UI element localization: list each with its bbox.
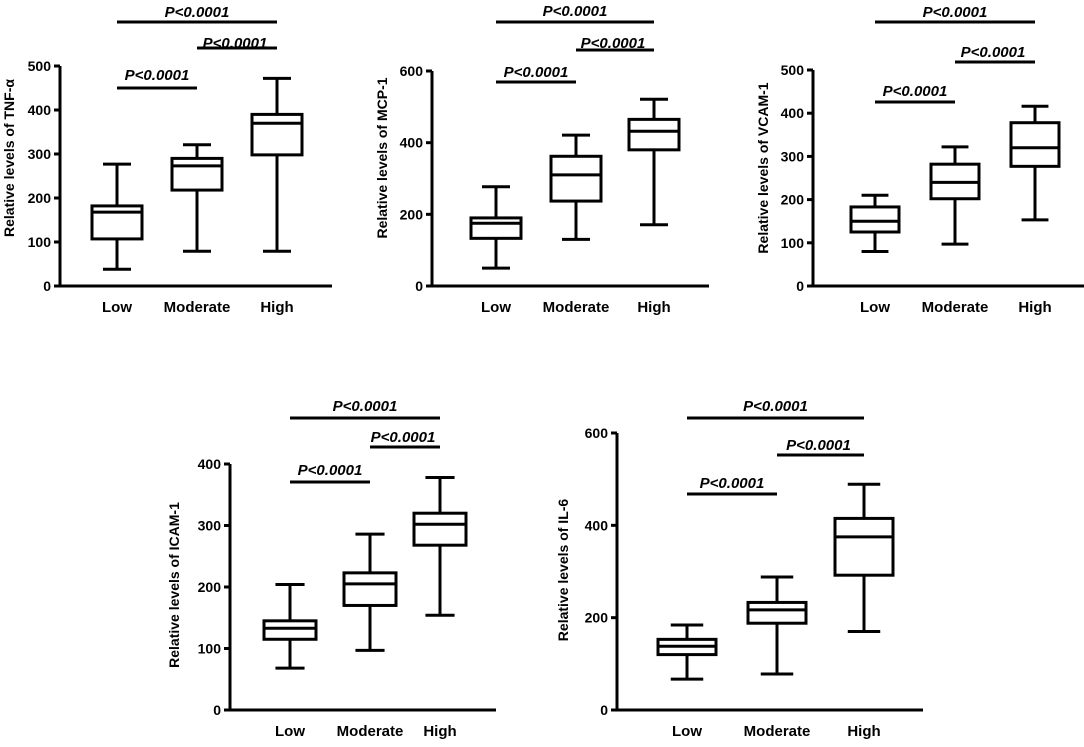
p-value-label: P<0.0001 — [504, 64, 569, 81]
p-value-label: P<0.0001 — [333, 398, 398, 415]
y-tick-label: 600 — [400, 63, 424, 79]
y-tick-label: 200 — [400, 206, 424, 222]
x-tick-label: Moderate — [744, 723, 811, 740]
x-tick-label: Low — [481, 299, 511, 316]
box-high — [412, 476, 468, 617]
y-axis-label: Relative levels of MCP-1 — [374, 77, 390, 238]
y-tick-label: 600 — [585, 425, 609, 441]
y-tick-label: 300 — [198, 518, 222, 534]
x-tick-label: High — [637, 299, 670, 316]
box-low — [849, 193, 901, 253]
box-high — [833, 482, 895, 634]
y-tick-label: 400 — [585, 517, 609, 533]
panel-il-6: Relative levels of IL-6 0 200 400 600 Low Mod… — [555, 398, 923, 740]
x-tick-label: High — [423, 723, 456, 740]
box-moderate — [342, 532, 398, 652]
x-tick-label: Low — [860, 299, 890, 316]
p-value-label: P<0.0001 — [298, 462, 363, 479]
y-tick-label: 500 — [28, 58, 52, 74]
box-moderate — [746, 575, 808, 676]
y-tick-label: 400 — [781, 105, 805, 121]
iqr-box — [262, 619, 318, 641]
y-tick-label: 0 — [213, 702, 221, 718]
y-tick-label: 400 — [28, 102, 52, 118]
box-high — [627, 97, 681, 227]
iqr-box — [849, 205, 901, 234]
p-value-label: P<0.0001 — [371, 429, 436, 446]
y-tick-label: 400 — [198, 456, 222, 472]
x-tick-label: High — [1018, 299, 1051, 316]
p-value-label: P<0.0001 — [165, 4, 230, 21]
x-tick-label: Moderate — [337, 723, 404, 740]
box-moderate — [170, 143, 224, 253]
iqr-box — [412, 511, 468, 547]
y-axis-label: Relative levels of VCAM-1 — [755, 82, 771, 253]
p-value-label: P<0.0001 — [743, 398, 808, 415]
p-value-label: P<0.0001 — [543, 3, 608, 20]
x-tick-label: High — [847, 723, 880, 740]
box-low — [262, 583, 318, 670]
p-value-label: P<0.0001 — [961, 44, 1026, 61]
y-axis-label: Relative levels of ICAM-1 — [166, 502, 182, 668]
y-tick-label: 0 — [600, 702, 608, 718]
iqr-box — [469, 216, 523, 240]
p-value-label: P<0.0001 — [883, 83, 948, 100]
y-tick-label: 300 — [28, 146, 52, 162]
x-tick-label: Low — [672, 723, 702, 740]
p-value-label: P<0.0001 — [700, 475, 765, 492]
x-tick-label: Low — [275, 723, 305, 740]
p-value-label: P<0.0001 — [786, 437, 851, 454]
y-tick-label: 0 — [415, 278, 423, 294]
y-tick-label: 500 — [781, 62, 805, 78]
box-high — [250, 76, 304, 253]
iqr-box — [1009, 121, 1061, 168]
box-moderate — [549, 133, 603, 241]
box-high — [1009, 104, 1061, 222]
y-tick-label: 200 — [781, 192, 805, 208]
x-tick-label: Moderate — [543, 299, 610, 316]
x-tick-label: Moderate — [164, 299, 231, 316]
iqr-box — [170, 156, 224, 192]
y-tick-label: 400 — [400, 135, 424, 151]
box-low — [469, 185, 523, 270]
y-tick-label: 300 — [781, 148, 805, 164]
panel-mcp-1: Relative levels of MCP-1 0 200 400 600 Low Mo… — [374, 3, 709, 316]
panel-tnf-alpha: Relative levels of TNF-α 0 100 200 300 400 50… — [1, 4, 332, 316]
box-moderate — [929, 145, 981, 246]
y-axis-label: Relative levels of IL-6 — [555, 499, 571, 642]
y-tick-label: 200 — [198, 579, 222, 595]
p-value-label: P<0.0001 — [923, 4, 988, 21]
box-low — [656, 623, 718, 681]
y-axis-label: Relative levels of TNF-α — [1, 79, 17, 237]
y-tick-label: 0 — [43, 278, 51, 294]
iqr-box — [833, 516, 895, 577]
panel-icam-1: Relative levels of ICAM-1 0 100 200 300 400 L… — [166, 398, 496, 740]
y-tick-label: 200 — [585, 610, 609, 626]
p-value-label: P<0.0001 — [581, 35, 646, 52]
y-tick-label: 100 — [198, 641, 222, 657]
y-tick-label: 100 — [28, 234, 52, 250]
iqr-box — [250, 112, 304, 157]
x-tick-label: High — [260, 299, 293, 316]
box-low — [90, 162, 144, 271]
y-tick-label: 100 — [781, 235, 805, 251]
p-value-label: P<0.0001 — [125, 67, 190, 84]
iqr-box — [627, 117, 681, 152]
iqr-box — [746, 600, 808, 625]
panel-vcam-1: Relative levels of VCAM-1 0 100 200 300 400 5… — [755, 4, 1084, 316]
p-value-label: P<0.0001 — [203, 35, 268, 52]
iqr-box — [549, 154, 603, 203]
y-tick-label: 0 — [796, 278, 804, 294]
x-tick-label: Moderate — [922, 299, 989, 316]
x-tick-label: Low — [102, 299, 132, 316]
iqr-box — [342, 571, 398, 607]
y-tick-label: 200 — [28, 190, 52, 206]
